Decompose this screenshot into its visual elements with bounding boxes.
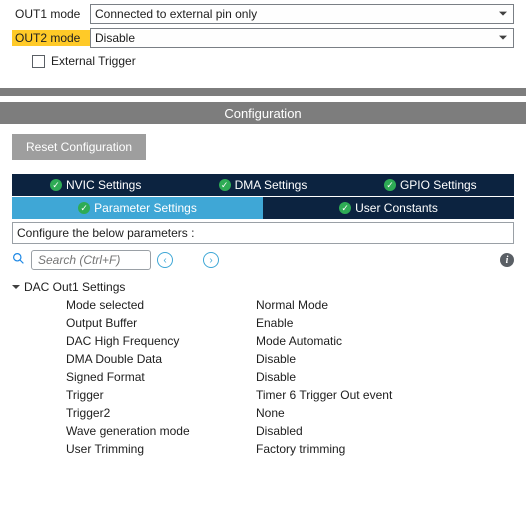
separator-bar xyxy=(0,88,526,96)
out2-mode-select[interactable]: Disable xyxy=(90,28,514,48)
param-value: Mode Automatic xyxy=(256,334,514,348)
param-value: Normal Mode xyxy=(256,298,514,312)
param-key: Trigger2 xyxy=(66,406,256,420)
param-value: Enable xyxy=(256,316,514,330)
search-prev-button[interactable]: ‹ xyxy=(157,252,173,268)
tab-dma-settings[interactable]: ✓ DMA Settings xyxy=(179,174,346,196)
out2-mode-label: OUT2 mode xyxy=(12,30,90,46)
param-row[interactable]: TriggerTimer 6 Trigger Out event xyxy=(12,386,514,404)
dac-out1-settings-group-header[interactable]: DAC Out1 Settings xyxy=(12,278,514,296)
out1-mode-label: OUT1 mode xyxy=(12,6,90,22)
external-trigger-label: External Trigger xyxy=(51,54,136,68)
param-row[interactable]: Signed FormatDisable xyxy=(12,368,514,386)
param-key: Signed Format xyxy=(66,370,256,384)
configure-parameters-label: Configure the below parameters : xyxy=(12,222,514,244)
out1-mode-value: Connected to external pin only xyxy=(95,7,257,21)
param-key: Trigger xyxy=(66,388,256,402)
param-key: Mode selected xyxy=(66,298,256,312)
param-row[interactable]: Wave generation modeDisabled xyxy=(12,422,514,440)
tab-parameter-settings[interactable]: ✓ Parameter Settings xyxy=(12,197,263,219)
search-input[interactable] xyxy=(31,250,151,270)
search-next-button[interactable]: › xyxy=(203,252,219,268)
param-value: Disabled xyxy=(256,424,514,438)
tab-label: DMA Settings xyxy=(235,178,308,192)
check-icon: ✓ xyxy=(219,179,231,191)
check-icon: ✓ xyxy=(339,202,351,214)
check-icon: ✓ xyxy=(384,179,396,191)
param-row[interactable]: DMA Double DataDisable xyxy=(12,350,514,368)
reset-configuration-button[interactable]: Reset Configuration xyxy=(12,134,146,160)
tab-gpio-settings[interactable]: ✓ GPIO Settings xyxy=(347,174,514,196)
tab-label: Parameter Settings xyxy=(94,201,197,215)
param-row[interactable]: Mode selectedNormal Mode xyxy=(12,296,514,314)
param-key: Output Buffer xyxy=(66,316,256,330)
param-value: Disable xyxy=(256,370,514,384)
param-value: Timer 6 Trigger Out event xyxy=(256,388,514,402)
param-value: Disable xyxy=(256,352,514,366)
param-row[interactable]: Output BufferEnable xyxy=(12,314,514,332)
configuration-title-bar: Configuration xyxy=(0,102,526,124)
param-value: Factory trimming xyxy=(256,442,514,456)
tab-label: User Constants xyxy=(355,201,438,215)
external-trigger-checkbox[interactable] xyxy=(32,55,45,68)
param-key: DMA Double Data xyxy=(66,352,256,366)
dac-out1-settings-group-title: DAC Out1 Settings xyxy=(24,280,125,294)
tab-label: GPIO Settings xyxy=(400,178,477,192)
tab-nvic-settings[interactable]: ✓ NVIC Settings xyxy=(12,174,179,196)
param-key: User Trimming xyxy=(66,442,256,456)
param-value: None xyxy=(256,406,514,420)
check-icon: ✓ xyxy=(50,179,62,191)
tab-label: NVIC Settings xyxy=(66,178,141,192)
search-icon[interactable] xyxy=(12,252,25,268)
info-icon[interactable]: i xyxy=(500,253,514,267)
check-icon: ✓ xyxy=(78,202,90,214)
param-key: DAC High Frequency xyxy=(66,334,256,348)
param-key: Wave generation mode xyxy=(66,424,256,438)
param-row[interactable]: User TrimmingFactory trimming xyxy=(12,440,514,458)
param-row[interactable]: Trigger2None xyxy=(12,404,514,422)
param-row[interactable]: DAC High FrequencyMode Automatic xyxy=(12,332,514,350)
chevron-down-icon xyxy=(12,285,20,293)
out1-mode-select[interactable]: Connected to external pin only xyxy=(90,4,514,24)
out2-mode-value: Disable xyxy=(95,31,135,45)
tab-user-constants[interactable]: ✓ User Constants xyxy=(263,197,514,219)
